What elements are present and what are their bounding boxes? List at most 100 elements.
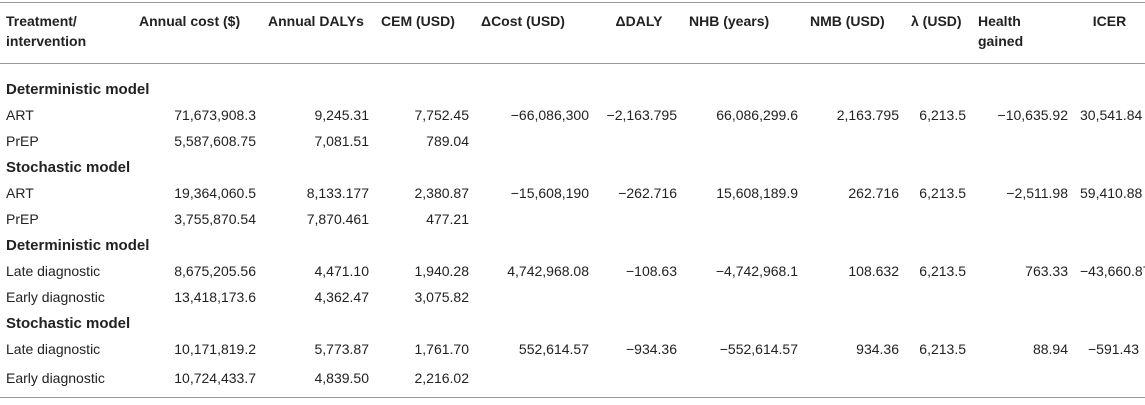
cell-lambda: 6,213.5 (919, 341, 966, 357)
cell-annual-cost: 71,673,908.3 (174, 107, 256, 123)
cell-annual-dalys: 4,839.50 (262, 362, 375, 398)
cell-annual-dalys: 9,245.31 (314, 107, 370, 123)
cell-cem: 2,380.87 (414, 185, 470, 201)
cell-treatment: ART (6, 185, 34, 201)
cell-nmb: 934.36 (856, 341, 899, 357)
cell-cem: 2,216.02 (375, 362, 475, 398)
cell-lambda: 6,213.5 (919, 185, 966, 201)
separator-line (0, 63, 1145, 76)
cell-lambda (905, 284, 972, 310)
header-delta-cost: ΔCost (USD) (481, 13, 565, 29)
table-row: PrEP 3,755,870.54 7,870.461 477.21 (0, 206, 1145, 232)
cell-treatment: Late diagnostic (6, 263, 101, 279)
cell-delta-daly (595, 284, 683, 310)
cell-health-gained (972, 206, 1074, 232)
cell-cem: 1,761.70 (414, 341, 470, 357)
header-nmb: NMB (USD) (810, 13, 885, 29)
cost-effectiveness-table: Treatment/ intervention Annual cost ($) … (0, 2, 1145, 398)
cell-lambda: 6,213.5 (919, 107, 966, 123)
table-row: Late diagnostic 8,675,205.56 4,471.10 1,… (0, 258, 1145, 284)
header-health-gained: Health gained (978, 13, 1024, 49)
cell-lambda (905, 206, 972, 232)
section-title-row: Deterministic model (0, 232, 1145, 258)
cell-nhb (683, 206, 804, 232)
cell-health-gained: −10,635.92 (997, 107, 1068, 123)
cell-delta-daly: −262.716 (618, 185, 677, 201)
cell-annual-dalys: 8,133.177 (306, 185, 369, 201)
cell-delta-cost (475, 284, 595, 310)
cell-nhb (683, 362, 804, 398)
section-title-row: Deterministic model (0, 76, 1145, 102)
cell-nhb: 15,608,189.9 (716, 185, 798, 201)
cell-delta-cost (475, 206, 595, 232)
cell-delta-daly (595, 128, 683, 154)
cell-delta-cost (475, 128, 595, 154)
cell-nmb (804, 284, 905, 310)
cell-nhb: −4,742,968.1 (715, 263, 798, 279)
header-annual-dalys: Annual DALYs (268, 13, 364, 29)
cell-delta-daly: −934.36 (626, 341, 677, 357)
table-body: Deterministic model ART 71,673,908.3 9,2… (0, 63, 1145, 398)
cell-lambda: 6,213.5 (919, 263, 966, 279)
cell-health-gained: 763.33 (1025, 263, 1068, 279)
cell-nhb (683, 128, 804, 154)
cell-delta-cost (475, 362, 595, 398)
cell-cem: 3,075.82 (414, 289, 470, 305)
header-annual-cost: Annual cost ($) (139, 13, 241, 29)
cell-annual-cost: 10,724,433.7 (133, 362, 262, 398)
cell-annual-cost: 13,418,173.6 (174, 289, 256, 305)
section-title: Deterministic model (6, 80, 150, 98)
cell-icer (1074, 362, 1145, 398)
cell-treatment: Early diagnostic (0, 362, 133, 398)
cell-nmb (804, 128, 905, 154)
cell-delta-daly: −2,163.795 (606, 107, 677, 123)
cell-annual-dalys: 4,362.47 (314, 289, 370, 305)
header-icer: ICER (1092, 13, 1127, 29)
cell-icer (1074, 206, 1145, 232)
cell-annual-cost: 19,364,060.5 (174, 185, 256, 201)
cell-lambda (905, 128, 972, 154)
cell-nmb (804, 206, 905, 232)
cell-treatment: Late diagnostic (6, 341, 101, 357)
cell-annual-cost: 3,755,870.54 (174, 211, 256, 227)
table-row: Late diagnostic 10,171,819.2 5,773.87 1,… (0, 336, 1145, 362)
cell-treatment: ART (6, 107, 34, 123)
section-title-row: Stochastic model (0, 154, 1145, 180)
cell-annual-cost: 8,675,205.56 (174, 263, 256, 279)
cell-nmb: 108.632 (848, 263, 899, 279)
cell-annual-cost: 5,587,608.75 (174, 133, 256, 149)
cell-icer (1074, 128, 1145, 154)
cell-treatment: PrEP (6, 133, 39, 149)
cell-nmb (804, 362, 905, 398)
cell-annual-dalys: 5,773.87 (314, 341, 370, 357)
table-row: PrEP 5,587,608.75 7,081.51 789.04 (0, 128, 1145, 154)
cell-lambda (905, 362, 972, 398)
cell-delta-cost: 4,742,968.08 (507, 263, 589, 279)
cell-annual-dalys: 7,081.51 (314, 133, 370, 149)
section-title: Stochastic model (6, 158, 131, 176)
cell-delta-daly (595, 206, 683, 232)
cell-treatment: PrEP (6, 211, 39, 227)
cell-icer: −591.43 (1088, 341, 1139, 357)
header-lambda: λ (USD) (911, 13, 962, 29)
cell-delta-cost: −15,608,190 (510, 185, 589, 201)
cell-annual-dalys: 7,870.461 (306, 211, 369, 227)
cell-nhb (683, 284, 804, 310)
cell-delta-cost: −66,086,300 (510, 107, 589, 123)
cell-icer: −43,660.87 (1080, 263, 1145, 279)
section-title-row: Stochastic model (0, 310, 1145, 336)
cell-delta-cost: 552,614.57 (518, 341, 589, 357)
section-title: Stochastic model (6, 314, 131, 332)
cell-health-gained (972, 284, 1074, 310)
cell-icer (1074, 284, 1145, 310)
table-row: ART 71,673,908.3 9,245.31 7,752.45 −66,0… (0, 102, 1145, 128)
cell-nhb: 66,086,299.6 (716, 107, 798, 123)
cell-nmb: 2,163.795 (836, 107, 899, 123)
table-row: Early diagnostic 13,418,173.6 4,362.47 3… (0, 284, 1145, 310)
cell-icer: 59,410.88 (1080, 185, 1143, 201)
cell-icer: 30,541.84 (1080, 107, 1143, 123)
cell-health-gained: −2,511.98 (1006, 185, 1068, 201)
cell-health-gained (972, 128, 1074, 154)
cell-cem: 789.04 (426, 133, 469, 149)
